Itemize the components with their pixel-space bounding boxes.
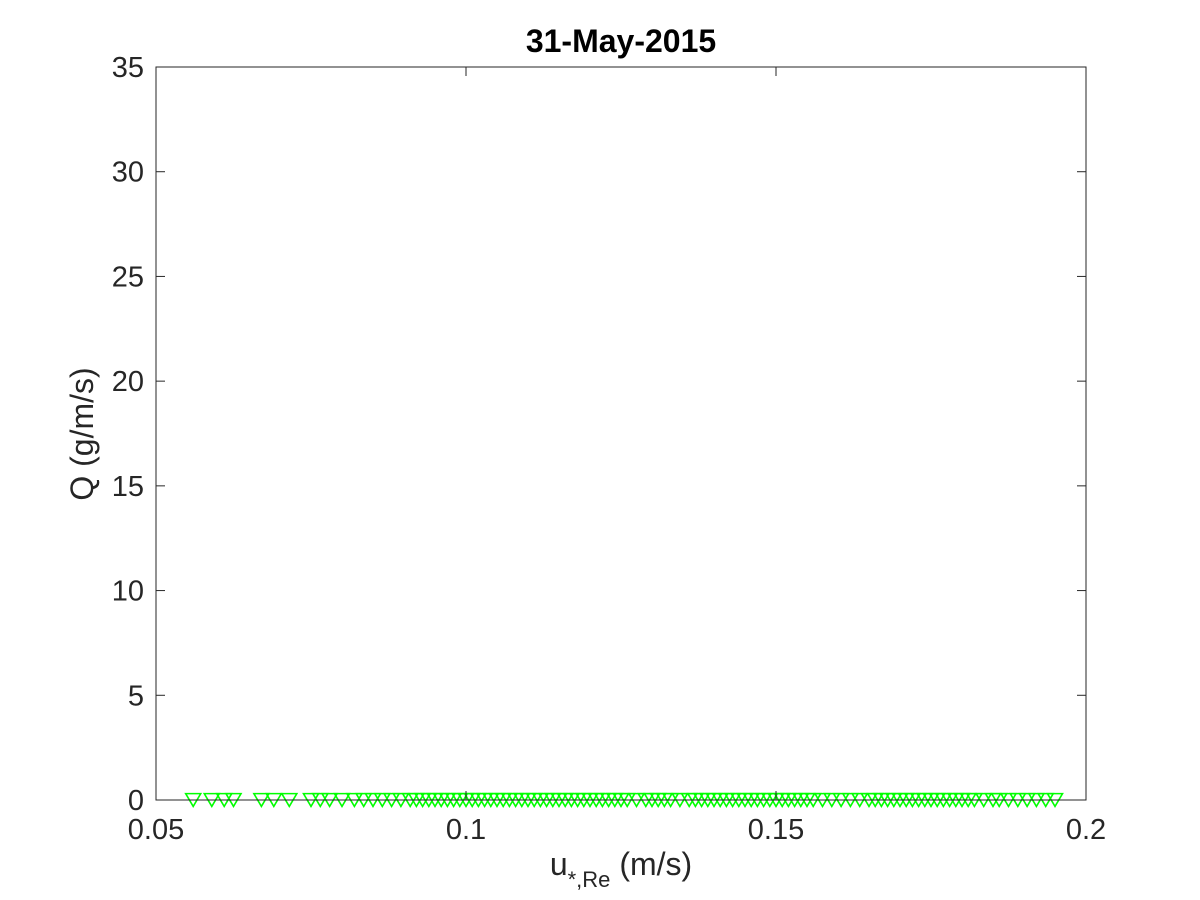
ticks: 0 5 10 15 20 25 30 35 0.05 0.1 0.15 0.2 xyxy=(112,52,1106,846)
x-tick-label: 0.1 xyxy=(446,814,486,846)
y-tick-label: 35 xyxy=(112,52,144,84)
y-tick-label: 20 xyxy=(112,366,144,398)
y-tick-label: 5 xyxy=(128,680,144,712)
y-tick-label: 30 xyxy=(112,157,144,189)
y-tick-label: 10 xyxy=(112,576,144,608)
x-axis-label-unit: (m/s) xyxy=(610,846,692,882)
chart-title: 31-May-2015 xyxy=(526,23,716,59)
axes xyxy=(155,66,1087,801)
x-tick-label: 0.2 xyxy=(1066,814,1106,846)
y-tick-label: 25 xyxy=(112,261,144,293)
x-tick-label: 0.05 xyxy=(128,814,184,846)
x-axis-label: u*,Re (m/s) xyxy=(550,846,692,892)
y-tick-label: 0 xyxy=(128,785,144,817)
y-tick-label: 15 xyxy=(112,471,144,503)
x-axis-label-subscript: *,Re xyxy=(568,867,611,892)
y-axis-label: Q (g/m/s) xyxy=(64,367,100,500)
x-axis-label-base: u xyxy=(550,846,568,882)
x-tick-label: 0.15 xyxy=(748,814,804,846)
plot-frame xyxy=(155,66,1087,801)
